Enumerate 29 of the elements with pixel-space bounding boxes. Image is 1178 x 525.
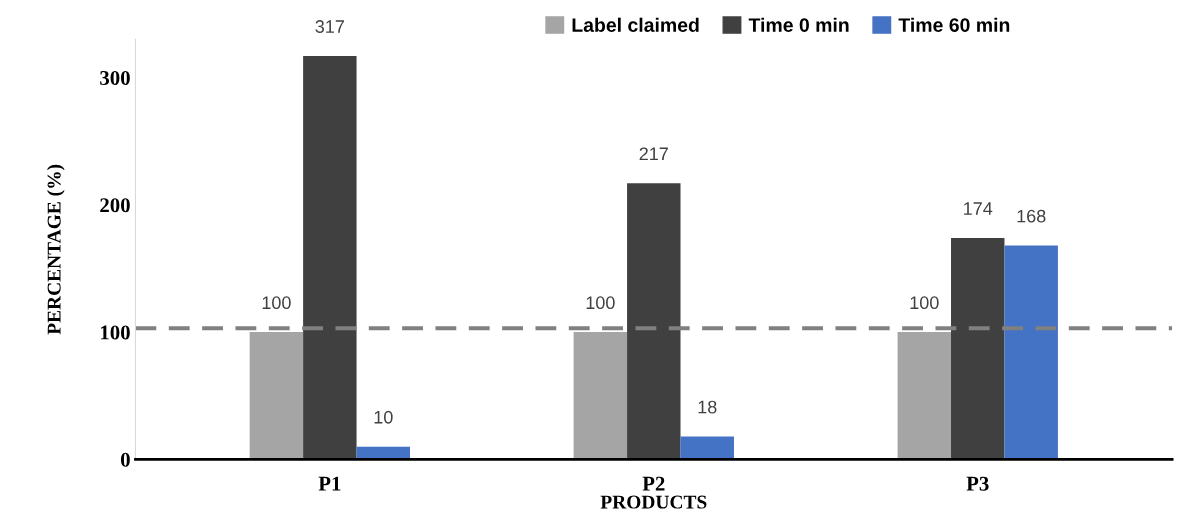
bar	[680, 436, 734, 460]
y-tick-label: 200	[100, 198, 130, 213]
y-tick-label: 0	[120, 452, 130, 467]
bar	[303, 55, 357, 460]
x-tick-label: P3	[966, 476, 989, 491]
legend-label: Time 0 min	[748, 17, 849, 32]
data-label: 174	[964, 202, 993, 215]
x-axis-title: PRODUCTS	[600, 495, 707, 509]
x-tick-label: P2	[642, 476, 665, 491]
data-label: 217	[639, 147, 668, 160]
bar	[249, 332, 304, 460]
data-label: 18	[698, 400, 717, 414]
bar	[627, 183, 681, 460]
data-label: 168	[1017, 209, 1046, 223]
bar	[951, 237, 1005, 460]
data-label: 100	[262, 296, 291, 310]
x-tick-label: P1	[318, 476, 341, 491]
bar	[897, 332, 952, 460]
data-label: 100	[586, 296, 615, 310]
y-tick-label: 300	[100, 70, 130, 85]
data-label: 100	[910, 296, 939, 310]
y-tick-label: 100	[101, 325, 130, 340]
bar	[573, 332, 628, 460]
y-axis-title: PERCENTAGE (%)	[47, 164, 65, 335]
bar	[1004, 245, 1058, 460]
legend-label: Time 60 min	[898, 17, 1010, 32]
data-label: 317	[315, 20, 344, 33]
legend-label: Label claimed	[572, 17, 699, 32]
data-label: 10	[374, 410, 393, 424]
